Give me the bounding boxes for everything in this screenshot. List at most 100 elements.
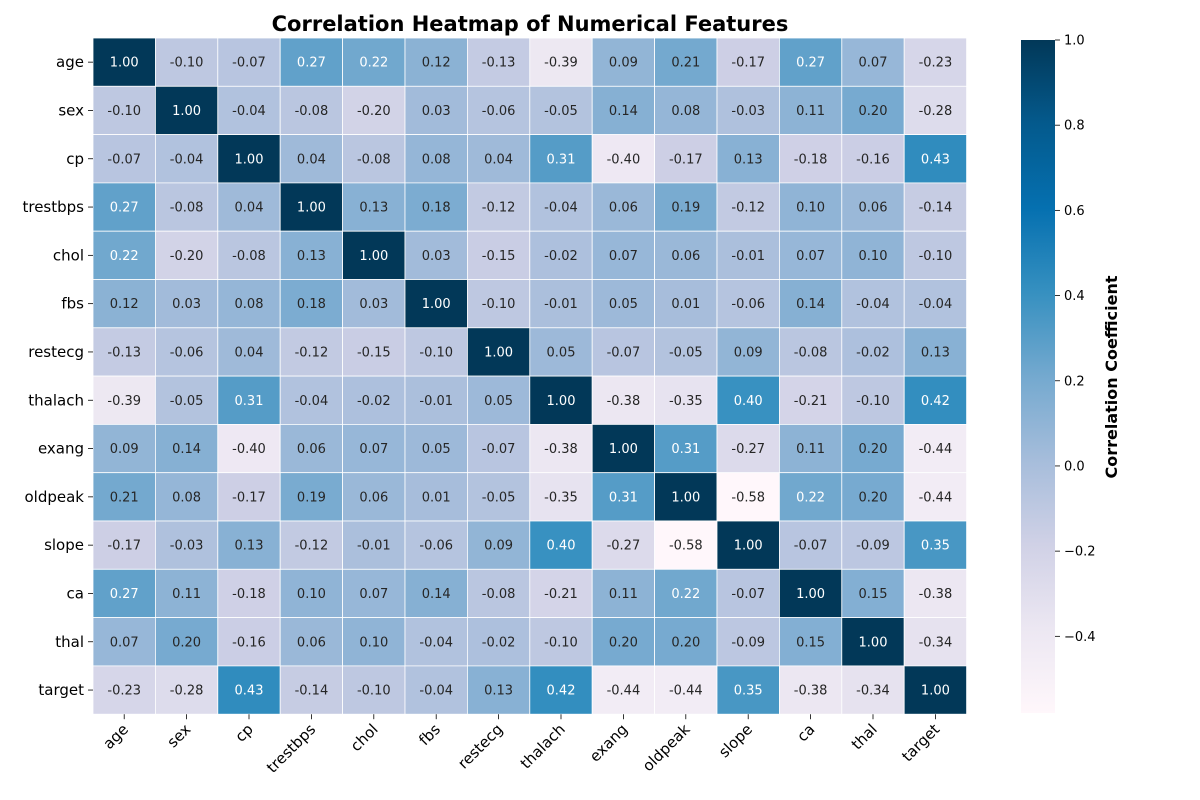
- cell-value-label: 0.35: [734, 684, 763, 699]
- cell-value-label: 0.27: [110, 587, 139, 602]
- cell-value-label: -0.08: [482, 587, 516, 602]
- heatmap-cell: [342, 279, 406, 329]
- heatmap-cell: [903, 665, 968, 715]
- x-tick-label: exang: [586, 720, 631, 765]
- cell-value-label: -0.14: [295, 684, 329, 699]
- chart-title: Correlation Heatmap of Numerical Feature…: [272, 12, 789, 36]
- heatmap-cell: [342, 230, 406, 280]
- heatmap-cell: [154, 375, 219, 425]
- heatmap-cell: [716, 423, 780, 474]
- cell-value-label: 0.08: [422, 152, 451, 167]
- cell-value-label: 0.06: [297, 635, 326, 650]
- cell-value-label: -0.04: [232, 104, 266, 119]
- cell-value-label: -0.05: [544, 104, 578, 119]
- cell-value-label: 0.10: [359, 635, 388, 650]
- cell-value-label: 1.00: [172, 104, 201, 119]
- x-tick-label: sex: [164, 720, 195, 751]
- y-tick-label: cp: [66, 150, 84, 168]
- heatmap-cell: [217, 472, 281, 522]
- cell-value-label: 0.03: [422, 249, 451, 264]
- colorbar-tick-label: 0.4: [1064, 289, 1085, 304]
- heatmap-cell: [342, 520, 406, 570]
- y-tick-label: slope: [44, 536, 84, 554]
- heatmap-cell: [404, 85, 468, 136]
- cell-value-label: 1.00: [547, 394, 576, 409]
- cell-value-label: 0.27: [110, 201, 139, 216]
- heatmap-cell: [217, 279, 281, 329]
- heatmap-cell: [779, 665, 843, 715]
- heatmap-cell: [279, 85, 344, 136]
- heatmap-cell: [217, 568, 281, 618]
- heatmap-cell: [779, 327, 843, 377]
- cell-value-label: 0.04: [484, 152, 513, 167]
- heatmap-cell: [591, 375, 656, 425]
- colorbar-tick-label: 0.2: [1064, 374, 1085, 389]
- heatmap-cell: [529, 279, 593, 329]
- heatmap-cell: [279, 568, 344, 618]
- cell-value-label: 0.08: [172, 490, 201, 505]
- cell-value-label: -0.12: [295, 345, 329, 360]
- heatmap-cell: [92, 37, 156, 87]
- cell-value-label: 1.00: [297, 201, 326, 216]
- heatmap-cell: [529, 37, 593, 87]
- y-tick-label: sex: [58, 101, 84, 119]
- heatmap-cell: [591, 472, 656, 522]
- cell-value-label: -0.07: [107, 152, 141, 167]
- cell-value-label: -0.01: [731, 249, 765, 264]
- cell-value-label: 0.12: [110, 297, 139, 312]
- cell-value-label: 0.43: [235, 684, 264, 699]
- cell-value-label: 0.07: [609, 249, 638, 264]
- heatmap-cell: [654, 617, 718, 667]
- heatmap-cell: [342, 327, 406, 377]
- cell-value-label: 0.06: [609, 201, 638, 216]
- heatmap-cell: [466, 665, 531, 715]
- cell-value-label: -0.23: [107, 684, 141, 699]
- cell-value-label: 1.00: [796, 587, 825, 602]
- cell-value-label: 0.18: [422, 201, 451, 216]
- cell-value-label: 0.27: [796, 56, 825, 71]
- heatmap-cell: [716, 134, 780, 184]
- heatmap-cell: [404, 182, 468, 232]
- cell-value-label: -0.27: [607, 539, 641, 554]
- heatmap-cell: [903, 279, 968, 329]
- heatmap-cell: [466, 617, 531, 667]
- cell-value-label: -0.44: [919, 442, 953, 457]
- cell-value-label: 0.07: [359, 587, 388, 602]
- heatmap-cell: [779, 472, 843, 522]
- cell-value-label: -0.58: [731, 490, 765, 505]
- cell-value-label: 0.09: [110, 442, 139, 457]
- colorbar-tick-label: −0.2: [1064, 545, 1096, 560]
- heatmap-cell: [654, 230, 718, 280]
- cell-value-label: 0.13: [734, 152, 763, 167]
- heatmap-cell: [404, 568, 468, 618]
- heatmap-cell: [591, 665, 656, 715]
- heatmap-cell: [217, 182, 281, 232]
- heatmap-cell: [529, 472, 593, 522]
- heatmap-cell: [841, 182, 905, 232]
- x-tick-label: age: [100, 720, 132, 752]
- cell-value-label: -0.12: [295, 539, 329, 554]
- cell-value-label: 0.07: [359, 442, 388, 457]
- y-tick-label: thal: [55, 633, 84, 651]
- heatmap-cell: [716, 230, 780, 280]
- heatmap-cell: [342, 472, 406, 522]
- heatmap-cell: [716, 665, 780, 715]
- heatmap-cell: [779, 37, 843, 87]
- cell-value-label: 0.07: [110, 635, 139, 650]
- cell-value-label: 1.00: [110, 56, 139, 71]
- heatmap-cell: [903, 617, 968, 667]
- cell-value-label: -0.02: [856, 345, 890, 360]
- cell-value-label: -0.09: [856, 539, 890, 554]
- cell-value-label: 0.19: [671, 201, 700, 216]
- heatmap-cell: [591, 182, 656, 232]
- column-labels: age sex cp trestbps chol fbs restecg thalach exa…: [100, 714, 943, 777]
- colorbar-tick-label: 1.0: [1064, 34, 1085, 49]
- colorbar-label: Correlation Coefficient: [1102, 275, 1121, 478]
- cell-value-label: -0.01: [544, 297, 578, 312]
- heatmap-cell: [654, 327, 718, 377]
- colorbar-gradient: [1021, 40, 1055, 713]
- heatmap-cell: [841, 472, 905, 522]
- x-tick-label: thalach: [517, 720, 569, 772]
- heatmap-cell: [841, 327, 905, 377]
